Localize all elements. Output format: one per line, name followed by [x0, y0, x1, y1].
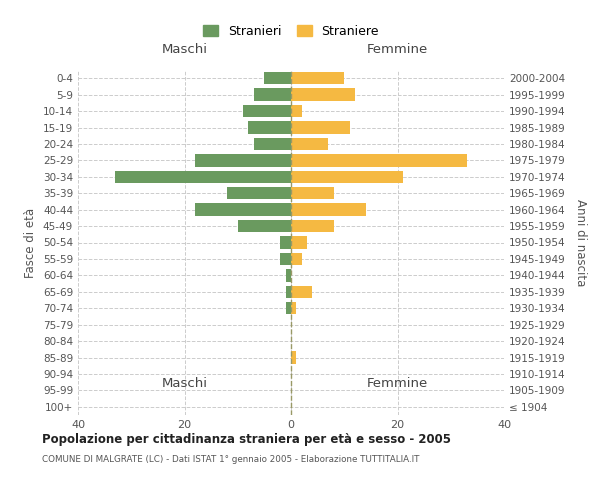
- Bar: [254, 138, 291, 150]
- Bar: [243, 105, 291, 117]
- Bar: [291, 204, 365, 216]
- Bar: [291, 138, 328, 150]
- Legend: Stranieri, Straniere: Stranieri, Straniere: [199, 21, 383, 42]
- Text: Maschi: Maschi: [161, 376, 208, 390]
- Y-axis label: Anni di nascita: Anni di nascita: [574, 199, 587, 286]
- Bar: [291, 286, 313, 298]
- Bar: [248, 122, 291, 134]
- Bar: [291, 302, 296, 314]
- Bar: [291, 88, 355, 101]
- Bar: [280, 253, 291, 265]
- Bar: [291, 105, 302, 117]
- Text: COMUNE DI MALGRATE (LC) - Dati ISTAT 1° gennaio 2005 - Elaborazione TUTTITALIA.I: COMUNE DI MALGRATE (LC) - Dati ISTAT 1° …: [42, 455, 419, 464]
- Bar: [238, 220, 291, 232]
- Bar: [291, 154, 467, 166]
- Bar: [291, 122, 350, 134]
- Bar: [291, 236, 307, 248]
- Bar: [286, 286, 291, 298]
- Text: Femmine: Femmine: [367, 43, 428, 56]
- Bar: [291, 72, 344, 85]
- Bar: [227, 187, 291, 200]
- Bar: [254, 88, 291, 101]
- Text: Popolazione per cittadinanza straniera per età e sesso - 2005: Popolazione per cittadinanza straniera p…: [42, 432, 451, 446]
- Bar: [265, 72, 291, 85]
- Bar: [291, 187, 334, 200]
- Bar: [286, 302, 291, 314]
- Bar: [115, 170, 291, 183]
- Bar: [291, 253, 302, 265]
- Text: Femmine: Femmine: [367, 376, 428, 390]
- Bar: [280, 236, 291, 248]
- Bar: [286, 269, 291, 281]
- Y-axis label: Fasce di età: Fasce di età: [25, 208, 37, 278]
- Bar: [291, 220, 334, 232]
- Text: Maschi: Maschi: [161, 43, 208, 56]
- Bar: [195, 154, 291, 166]
- Bar: [291, 352, 296, 364]
- Bar: [291, 170, 403, 183]
- Bar: [195, 204, 291, 216]
